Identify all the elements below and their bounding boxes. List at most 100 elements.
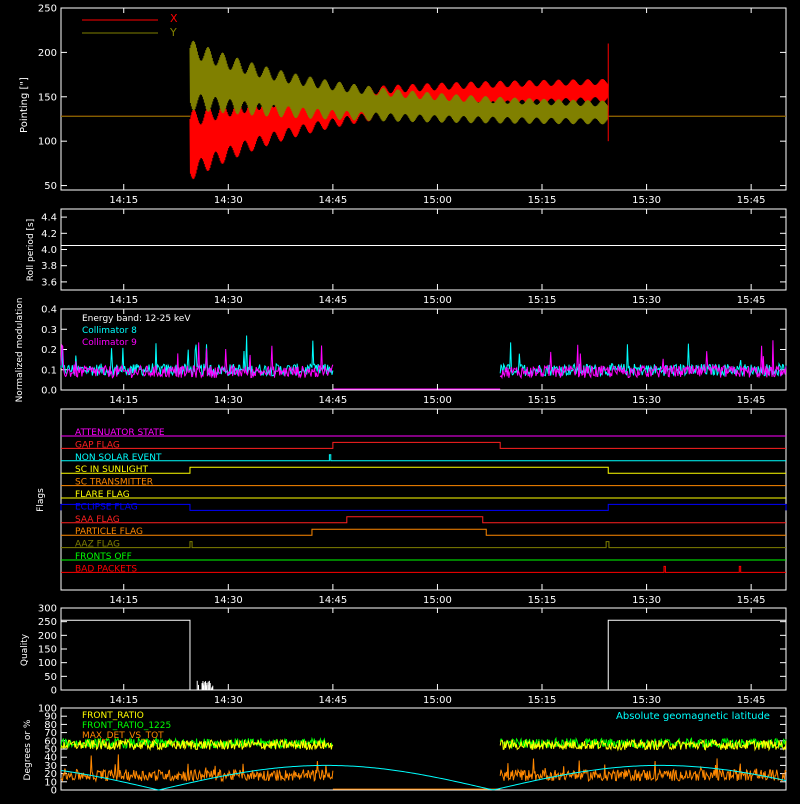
pointing-panel: Pointing ["] 50 100 150 200 250 14:15 14:30 14:…	[19, 4, 787, 206]
geomagnetic-latitude-line	[60, 764, 787, 791]
y-tick-label: 80	[44, 720, 57, 731]
pointing-frame	[60, 7, 787, 191]
y-tick-label: 150	[38, 645, 57, 656]
flag-label: ECLIPSE FLAG	[75, 502, 138, 512]
y-tick-label: 40	[44, 753, 57, 764]
flag-line	[60, 503, 787, 511]
y-tick-label: 0.0	[41, 386, 57, 397]
x-tick-label: 15:15	[528, 295, 557, 306]
x-tick-label: 15:30	[632, 195, 661, 206]
x-tick-label: 15:45	[737, 395, 766, 406]
x-tick-label: 14:45	[318, 295, 347, 306]
y-tick-label: 100	[38, 704, 57, 715]
y-tick-label: 20	[44, 769, 57, 780]
y-tick-label: 30	[44, 761, 57, 772]
y-tick-label: 0.2	[41, 345, 57, 356]
flag-line	[61, 516, 786, 524]
modulation-c9	[60, 342, 334, 379]
x-tick-label: 15:00	[423, 195, 452, 206]
y-tick-label: 4.4	[41, 213, 57, 224]
x-tick-label: 14:15	[109, 395, 138, 406]
y-tick-label: 0	[51, 686, 57, 697]
legend-x-label: X	[170, 12, 178, 25]
x-tick-label: 14:15	[109, 695, 138, 706]
flags-frame	[60, 408, 787, 591]
pointing-X-oscillation	[189, 78, 609, 180]
pointing-Y-oscillation	[189, 40, 609, 125]
quality-ylabel: Quality	[20, 633, 30, 666]
y-tick-label: 4.0	[41, 245, 57, 256]
x-tick-label: 15:45	[737, 295, 766, 306]
x-tick-label: 15:00	[423, 395, 452, 406]
modulation-c9	[499, 340, 787, 380]
x-tick-label: 15:30	[632, 395, 661, 406]
x-tick-label: 14:45	[318, 595, 347, 606]
x-tick-label: 14:15	[109, 595, 138, 606]
y-tick-label: 100	[38, 137, 57, 148]
y-tick-label: 250	[38, 617, 57, 628]
flag-label: ATTENUATOR STATE	[75, 428, 165, 438]
ratio-series	[499, 758, 787, 783]
flag-line	[61, 466, 786, 474]
roll-frame	[60, 208, 787, 291]
x-tick-label: 15:00	[423, 295, 452, 306]
energy-band-label: Energy band: 12-25 keV	[82, 314, 191, 324]
x-tick-label: 14:30	[214, 595, 243, 606]
roll-panel: Roll period [s] 3.6 3.8 4.0 4.2 4.4 14:15 14:3…	[26, 208, 787, 306]
x-tick-label: 15:00	[423, 595, 452, 606]
y-tick-label: 10	[44, 777, 57, 788]
x-tick-label: 15:30	[632, 595, 661, 606]
modulation-c8	[60, 335, 334, 377]
y-tick-label: 3.6	[41, 277, 57, 288]
flag-line	[61, 454, 786, 462]
front-ratio-1225-label: FRONT_RATIO_1225	[82, 721, 171, 731]
y-tick-label: 150	[38, 92, 57, 103]
flags-ylabel: Flags	[36, 488, 46, 512]
flag-label: SC IN SUNLIGHT	[75, 465, 149, 475]
y-tick-label: 100	[38, 658, 57, 669]
ratios-ylabel: Degrees or %	[23, 719, 33, 780]
geomagnetic-latitude-label: Absolute geomagnetic latitude	[616, 711, 770, 722]
flag-line	[61, 565, 786, 573]
x-tick-label: 14:15	[109, 195, 138, 206]
x-tick-label: 15:15	[528, 395, 557, 406]
y-tick-label: 200	[38, 631, 57, 642]
flags-panel: Flags ATTENUATOR STATE GAP FLAG NON SOLAR …	[36, 408, 787, 606]
flag-label: SAA FLAG	[75, 515, 120, 525]
y-tick-label: 50	[44, 745, 57, 756]
roll-ylabel: Roll period [s]	[26, 219, 36, 281]
y-tick-label: 50	[44, 181, 57, 192]
x-tick-label: 15:00	[423, 695, 452, 706]
modulation-c8	[499, 342, 787, 378]
flag-line	[61, 528, 786, 536]
flag-label: SC TRANSMITTER	[75, 478, 153, 488]
x-tick-label: 14:30	[214, 395, 243, 406]
legend-y-label: Y	[169, 26, 177, 39]
x-tick-label: 15:45	[737, 695, 766, 706]
max-det-vs-tot-label: MAX_DET_VS_TOT	[82, 731, 164, 741]
y-tick-label: 0.4	[41, 305, 57, 316]
x-tick-label: 15:15	[528, 695, 557, 706]
collimator-8-label: Collimator 8	[82, 326, 137, 336]
flag-label: NON SOLAR EVENT	[75, 453, 162, 463]
ratio-series	[60, 738, 334, 752]
x-tick-label: 14:15	[109, 295, 138, 306]
y-tick-label: 0.3	[41, 325, 57, 336]
front-ratio-label: FRONT_RATIO	[82, 711, 144, 721]
x-tick-label: 14:45	[318, 195, 347, 206]
x-tick-label: 14:30	[214, 295, 243, 306]
x-tick-label: 14:45	[318, 395, 347, 406]
pointing-legend: X Y	[82, 12, 178, 39]
y-tick-label: 90	[44, 712, 57, 723]
flag-label: BAD PACKETS	[75, 564, 137, 574]
y-tick-label: 4.2	[41, 229, 57, 240]
x-tick-label: 14:30	[214, 195, 243, 206]
flag-label: PARTICLE FLAG	[75, 527, 143, 537]
collimator-9-label: Collimator 9	[82, 338, 137, 348]
y-tick-label: 0.1	[41, 365, 57, 376]
ratio-series	[499, 738, 787, 752]
flag-label: AAZ FLAG	[75, 540, 120, 550]
y-tick-label: 0	[51, 786, 57, 797]
